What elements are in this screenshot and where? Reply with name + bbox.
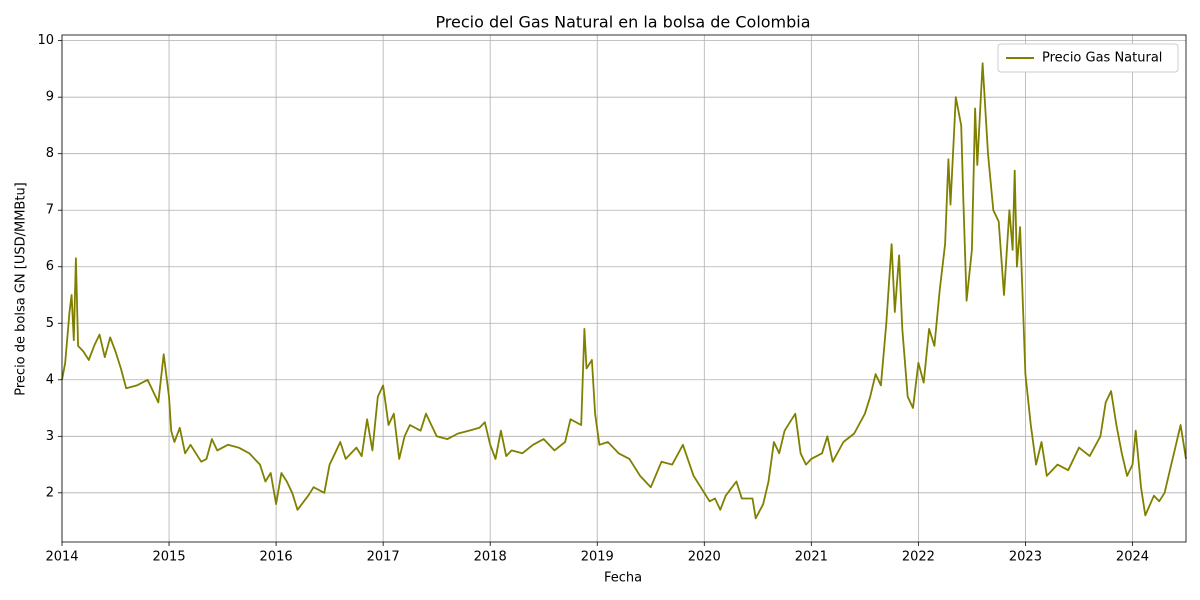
- x-tick-label: 2024: [1116, 550, 1149, 565]
- legend: Precio Gas Natural: [997, 43, 1179, 73]
- legend-label: Precio Gas Natural: [1042, 51, 1162, 66]
- y-tick-label: 2: [46, 485, 54, 500]
- x-tick-label: 2019: [581, 550, 614, 565]
- y-tick-label: 4: [46, 372, 54, 387]
- x-axis-label: Fecha: [604, 571, 642, 586]
- x-tick-label: 2023: [1009, 550, 1042, 565]
- y-axis-label: Precio de bolsa GN [USD/MMBtu]: [14, 182, 29, 396]
- x-tick-label: 2014: [45, 550, 78, 565]
- y-tick-label: 7: [46, 203, 54, 218]
- x-tick-label: 2016: [260, 550, 293, 565]
- y-tick-label: 8: [46, 146, 54, 161]
- chart-title: Precio del Gas Natural en la bolsa de Co…: [435, 13, 810, 32]
- legend-box: [997, 43, 1179, 73]
- x-tick-label: 2022: [902, 550, 935, 565]
- x-tick-label: 2020: [688, 550, 721, 565]
- y-tick-label: 10: [37, 33, 54, 48]
- y-tick-label: 3: [46, 429, 54, 444]
- x-tick-label: 2015: [153, 550, 186, 565]
- x-tick-label: 2021: [795, 550, 828, 565]
- plot-frame: [61, 34, 1187, 543]
- price-line: [61, 62, 1187, 520]
- x-tick-label: 2018: [474, 550, 507, 565]
- y-tick-label: 6: [46, 259, 54, 274]
- x-tick-label: 2017: [367, 550, 400, 565]
- y-tick-label: 9: [46, 90, 54, 105]
- y-tick-label: 5: [46, 316, 54, 331]
